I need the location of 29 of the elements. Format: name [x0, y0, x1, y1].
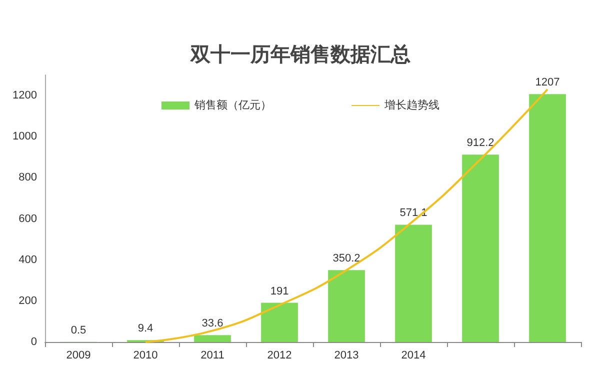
data-label: 0.5: [70, 324, 86, 336]
x-tick-label: 2014: [401, 350, 426, 362]
x-tick-label: 2013: [334, 350, 359, 362]
bar: [462, 154, 499, 342]
bar: [328, 270, 365, 342]
data-label: 191: [270, 285, 289, 298]
legend-label: 销售额（亿元）: [194, 98, 272, 112]
data-label: 350.2: [332, 252, 360, 265]
bar: [194, 335, 231, 342]
x-tick-label: 2009: [66, 350, 91, 362]
legend-label: 增长趋势线: [384, 98, 440, 112]
bar: [395, 224, 432, 342]
x-tick-label: 2012: [267, 350, 292, 362]
data-label: 1207: [535, 76, 560, 89]
y-tick-label: 600: [18, 212, 37, 225]
data-label: 912.2: [466, 137, 494, 150]
x-tick-label: 2011: [200, 350, 224, 362]
data-label: 9.4: [138, 322, 154, 335]
y-tick-label: 1200: [12, 90, 37, 102]
data-label: 33.6: [202, 318, 224, 330]
y-tick-label: 1000: [12, 130, 37, 143]
bar: [529, 94, 566, 342]
y-tick-label: 400: [18, 254, 37, 266]
y-tick-label: 200: [18, 294, 37, 307]
y-tick-label: 0: [30, 336, 37, 348]
bar: [261, 302, 298, 342]
y-tick-label: 800: [18, 172, 37, 184]
x-tick-label: 2010: [133, 350, 158, 362]
chart-title: 双十一历年销售数据汇总: [190, 43, 410, 66]
